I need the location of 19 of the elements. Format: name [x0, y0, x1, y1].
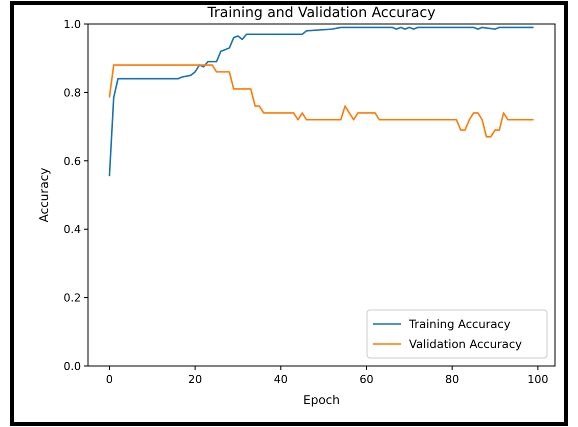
y-tick-label: 0.0 [64, 360, 81, 373]
x-tick-label: 40 [274, 373, 288, 386]
y-tick-label: 0.4 [64, 223, 81, 236]
legend-label: Training Accuracy [408, 317, 511, 331]
x-tick-label: 20 [188, 373, 202, 386]
chart-title: Training and Validation Accuracy [206, 5, 436, 21]
legend-label: Validation Accuracy [409, 337, 522, 351]
x-axis-title: Epoch [303, 393, 340, 407]
line-series [108, 26, 534, 177]
y-axis-title: Accuracy [37, 168, 51, 222]
x-tick-label: 100 [527, 373, 548, 386]
x-tick-label: 0 [106, 373, 113, 386]
y-tick-label: 0.8 [64, 86, 81, 100]
y-tick-label: 0.2 [64, 292, 81, 305]
x-tick-label: 80 [445, 373, 460, 386]
line-series [108, 64, 534, 138]
y-tick-label: 1.0 [64, 18, 81, 31]
x-tick-label: 60 [359, 373, 374, 386]
y-tick-label: 0.6 [64, 154, 81, 168]
